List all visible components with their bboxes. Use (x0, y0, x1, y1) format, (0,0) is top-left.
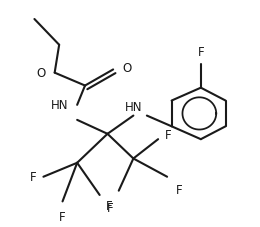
Text: O: O (36, 67, 46, 80)
Text: F: F (106, 202, 113, 215)
Text: HN: HN (125, 101, 142, 114)
Text: F: F (165, 129, 172, 142)
Text: F: F (198, 45, 204, 58)
Text: F: F (30, 170, 37, 183)
Text: F: F (59, 210, 66, 223)
Text: F: F (105, 199, 112, 212)
Text: HN: HN (51, 99, 68, 112)
Text: O: O (122, 62, 131, 74)
Text: F: F (176, 183, 183, 196)
